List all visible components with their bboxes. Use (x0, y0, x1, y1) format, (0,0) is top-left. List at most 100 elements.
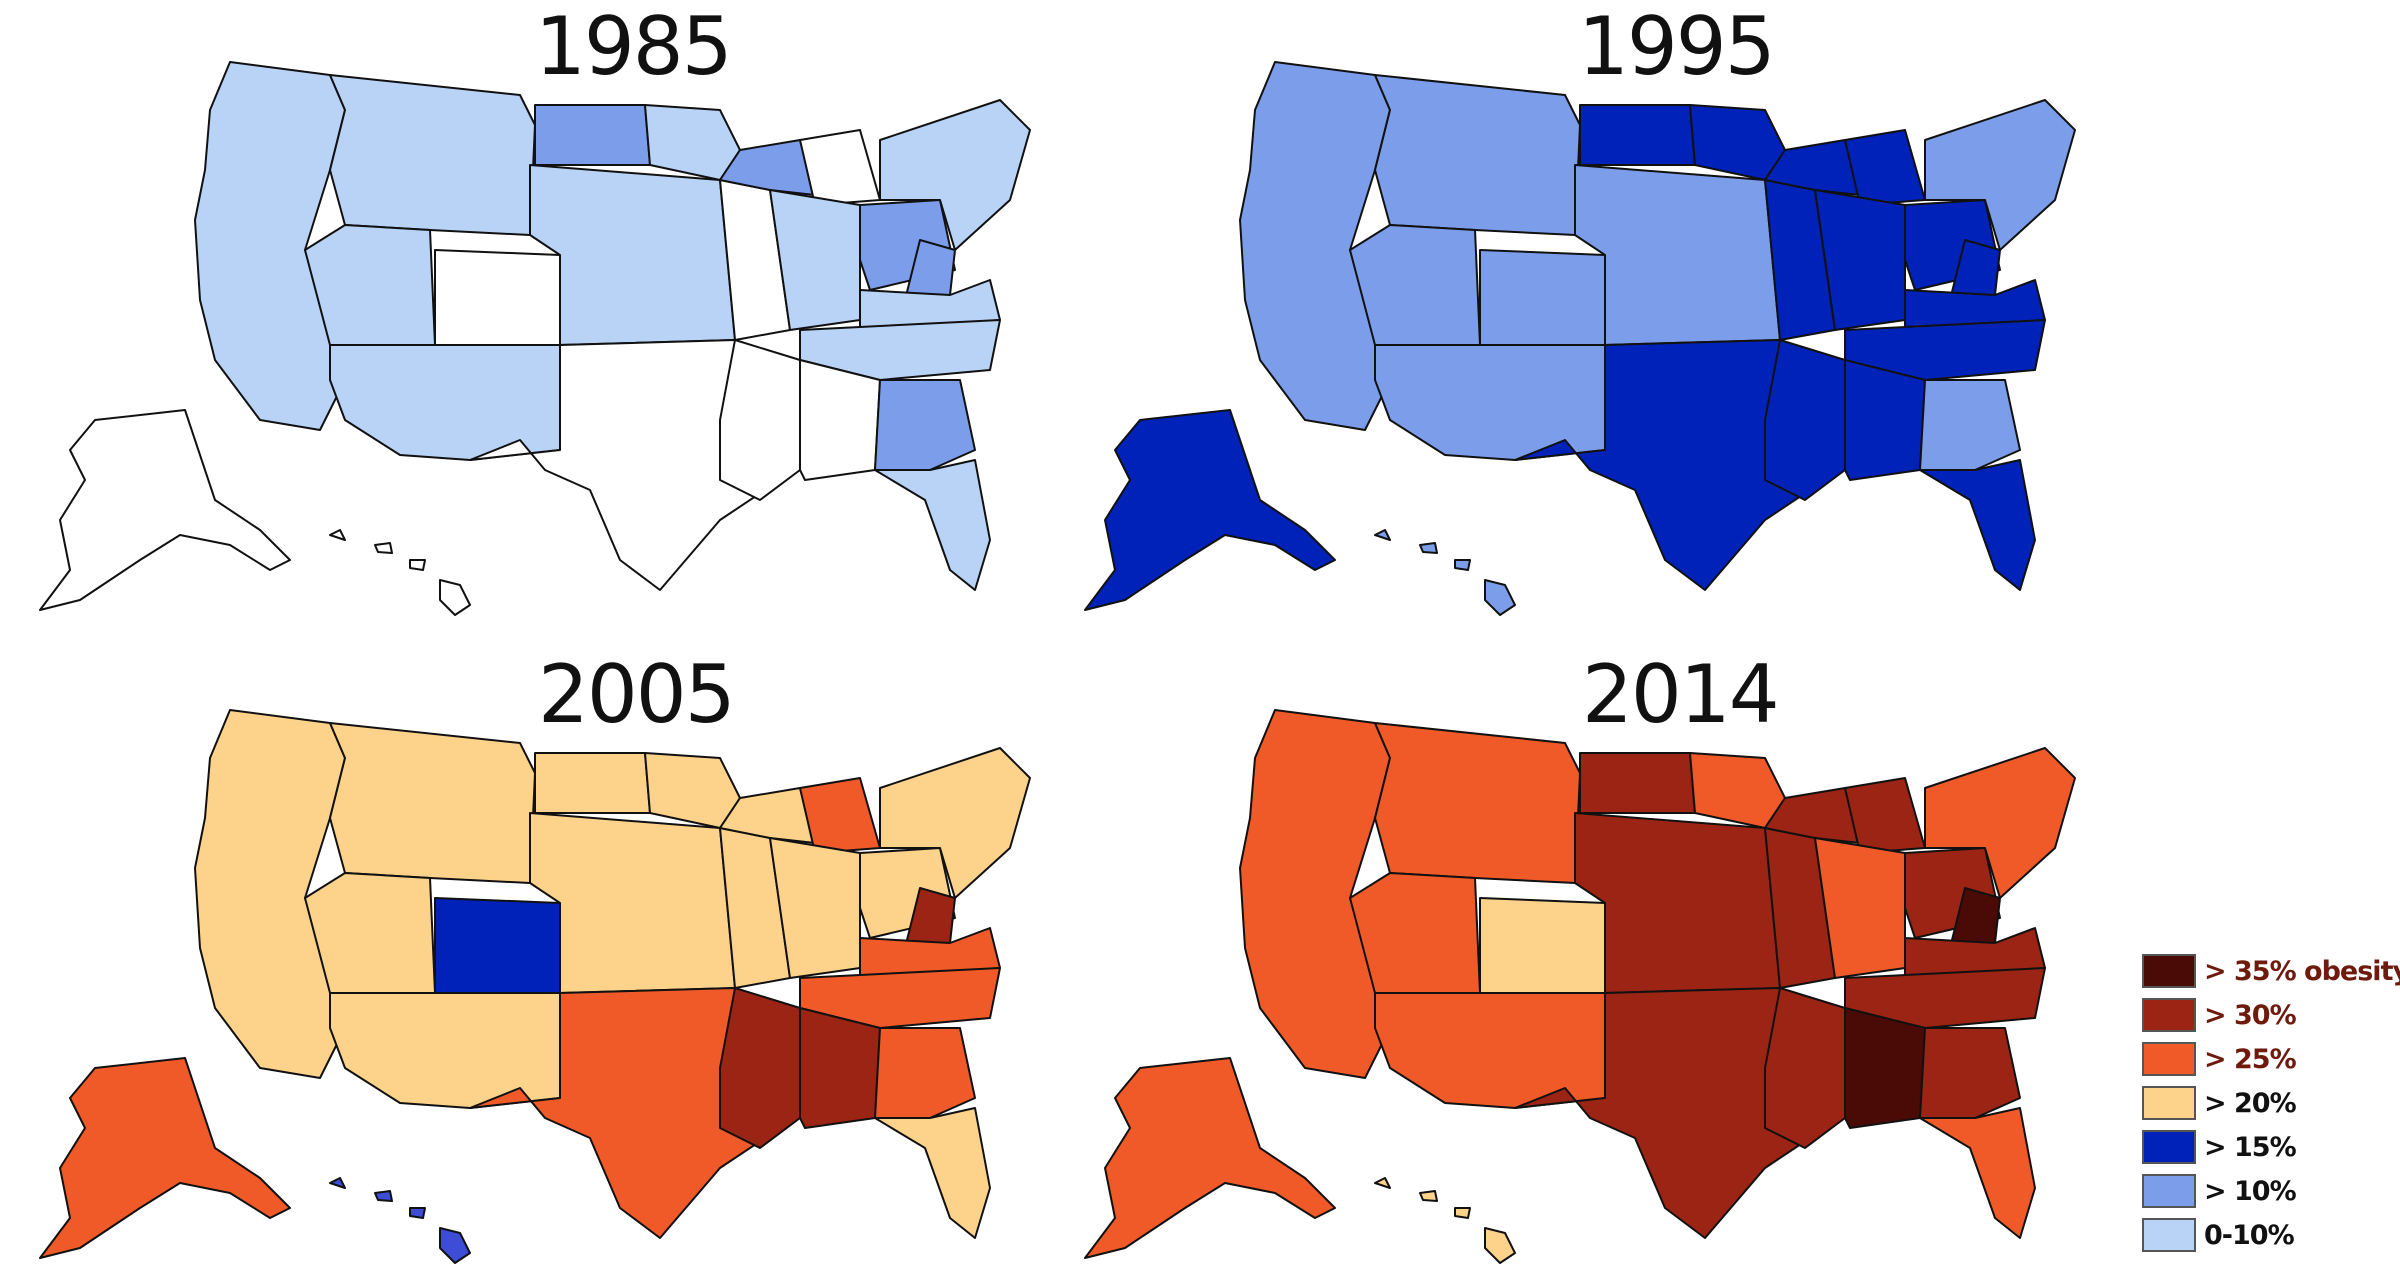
region-kentucky-virginia (859, 279, 1001, 331)
region-tennessee-carolinas (799, 319, 1001, 381)
legend-item: > 30% (2142, 996, 2297, 1034)
region-north-dakota (1579, 104, 1696, 166)
region-louisiana-arkansas (719, 339, 801, 501)
region-upper-midwest-minnesota (644, 752, 741, 829)
region-north-dakota (534, 104, 651, 166)
region-michigan (1844, 777, 1926, 854)
us-map-1995 (1084, 61, 2076, 616)
region-tennessee-carolinas (1844, 967, 2046, 1029)
map-panel-2005 (0, 648, 1045, 1288)
region-central-plains-states (529, 164, 736, 346)
region-louisiana-arkansas (719, 987, 801, 1149)
region-florida (874, 459, 991, 591)
region-mississippi-alabama (1844, 359, 1926, 481)
legend-swatch (2142, 1086, 2196, 1120)
region-northeast-states (879, 747, 1031, 899)
map-panel-2014 (1045, 648, 2090, 1288)
legend-swatch (2142, 998, 2196, 1032)
region-georgia-south (874, 1027, 976, 1119)
region-north-dakota (1579, 752, 1696, 814)
us-map-1985 (39, 61, 1031, 616)
legend-label: > 15% (2204, 1131, 2297, 1163)
region-upper-midwest-minnesota (644, 104, 741, 181)
region-georgia-south (1919, 379, 2021, 471)
region-wisconsin (1764, 787, 1861, 844)
us-map-2005 (39, 709, 1031, 1264)
region-southwest-states (1374, 992, 1606, 1109)
region-great-basin-states (304, 872, 436, 994)
region-colorado (1479, 249, 1606, 346)
year-title: 2005 (538, 648, 736, 741)
region-mississippi-alabama (799, 359, 881, 481)
region-florida (1919, 459, 2036, 591)
legend-label: > 10% (2204, 1175, 2297, 1207)
year-title: 2014 (1582, 648, 1780, 741)
region-louisiana-arkansas (1764, 987, 1846, 1149)
region-southwest-states (329, 344, 561, 461)
legend-label: 0-10% (2204, 1219, 2295, 1251)
legend-item: > 35% obesity (2142, 952, 2400, 990)
region-florida (874, 1107, 991, 1239)
region-alaska (1084, 1057, 1336, 1259)
region-michigan (799, 129, 881, 206)
region-colorado (434, 897, 561, 994)
legend-item: 0-10% (2142, 1216, 2295, 1254)
region-kentucky-virginia (1904, 279, 2046, 331)
region-michigan (799, 777, 881, 854)
region-wisconsin (719, 139, 816, 196)
region-central-plains-states (1574, 164, 1781, 346)
region-alaska (39, 409, 291, 611)
region-georgia-south (874, 379, 976, 471)
region-mississippi-alabama (799, 1007, 881, 1129)
legend-item: > 15% (2142, 1128, 2297, 1166)
legend-label: > 20% (2204, 1087, 2297, 1119)
region-wisconsin (1764, 139, 1861, 196)
legend-item: > 10% (2142, 1172, 2297, 1210)
region-tennessee-carolinas (1844, 319, 2046, 381)
year-title: 1995 (1578, 0, 1776, 93)
region-northern-mountain-states (1374, 74, 1581, 236)
legend-swatch (2142, 1042, 2196, 1076)
region-alaska (39, 1057, 291, 1259)
region-northern-mountain-states (1374, 722, 1581, 884)
region-northern-mountain-states (329, 722, 536, 884)
legend-label: > 25% (2204, 1043, 2297, 1075)
region-hawaii (1374, 529, 1516, 616)
legend-item: > 25% (2142, 1040, 2297, 1078)
region-great-basin-states (304, 224, 436, 346)
legend-swatch (2142, 1174, 2196, 1208)
legend-swatch (2142, 954, 2196, 988)
region-upper-midwest-minnesota (1689, 752, 1786, 829)
region-mississippi-alabama (1844, 1007, 1926, 1129)
region-louisiana-arkansas (1764, 339, 1846, 501)
region-florida (1919, 1107, 2036, 1239)
region-northern-mountain-states (329, 74, 536, 236)
region-northeast-states (1924, 99, 2076, 251)
us-map-2014 (1084, 709, 2076, 1264)
region-central-plains-states (1574, 812, 1781, 994)
region-michigan (1844, 129, 1926, 206)
region-northeast-states (1924, 747, 2076, 899)
legend-swatch (2142, 1218, 2196, 1252)
region-wisconsin (719, 787, 816, 844)
legend-label: > 35% obesity (2204, 955, 2400, 987)
region-hawaii (329, 1177, 471, 1264)
region-central-plains-states (529, 812, 736, 994)
region-hawaii (329, 529, 471, 616)
region-kentucky-virginia (859, 927, 1001, 979)
region-great-basin-states (1349, 872, 1481, 994)
region-tennessee-carolinas (799, 967, 1001, 1029)
region-upper-midwest-minnesota (1689, 104, 1786, 181)
region-northeast-states (879, 99, 1031, 251)
region-great-basin-states (1349, 224, 1481, 346)
region-hawaii (1374, 1177, 1516, 1264)
region-colorado (1479, 897, 1606, 994)
year-title: 1985 (535, 0, 733, 93)
map-panel-1985 (0, 0, 1045, 640)
region-north-dakota (534, 752, 651, 814)
region-kentucky-virginia (1904, 927, 2046, 979)
region-alaska (1084, 409, 1336, 611)
map-panel-1995 (1045, 0, 2090, 640)
legend-label: > 30% (2204, 999, 2297, 1031)
region-southwest-states (329, 992, 561, 1109)
